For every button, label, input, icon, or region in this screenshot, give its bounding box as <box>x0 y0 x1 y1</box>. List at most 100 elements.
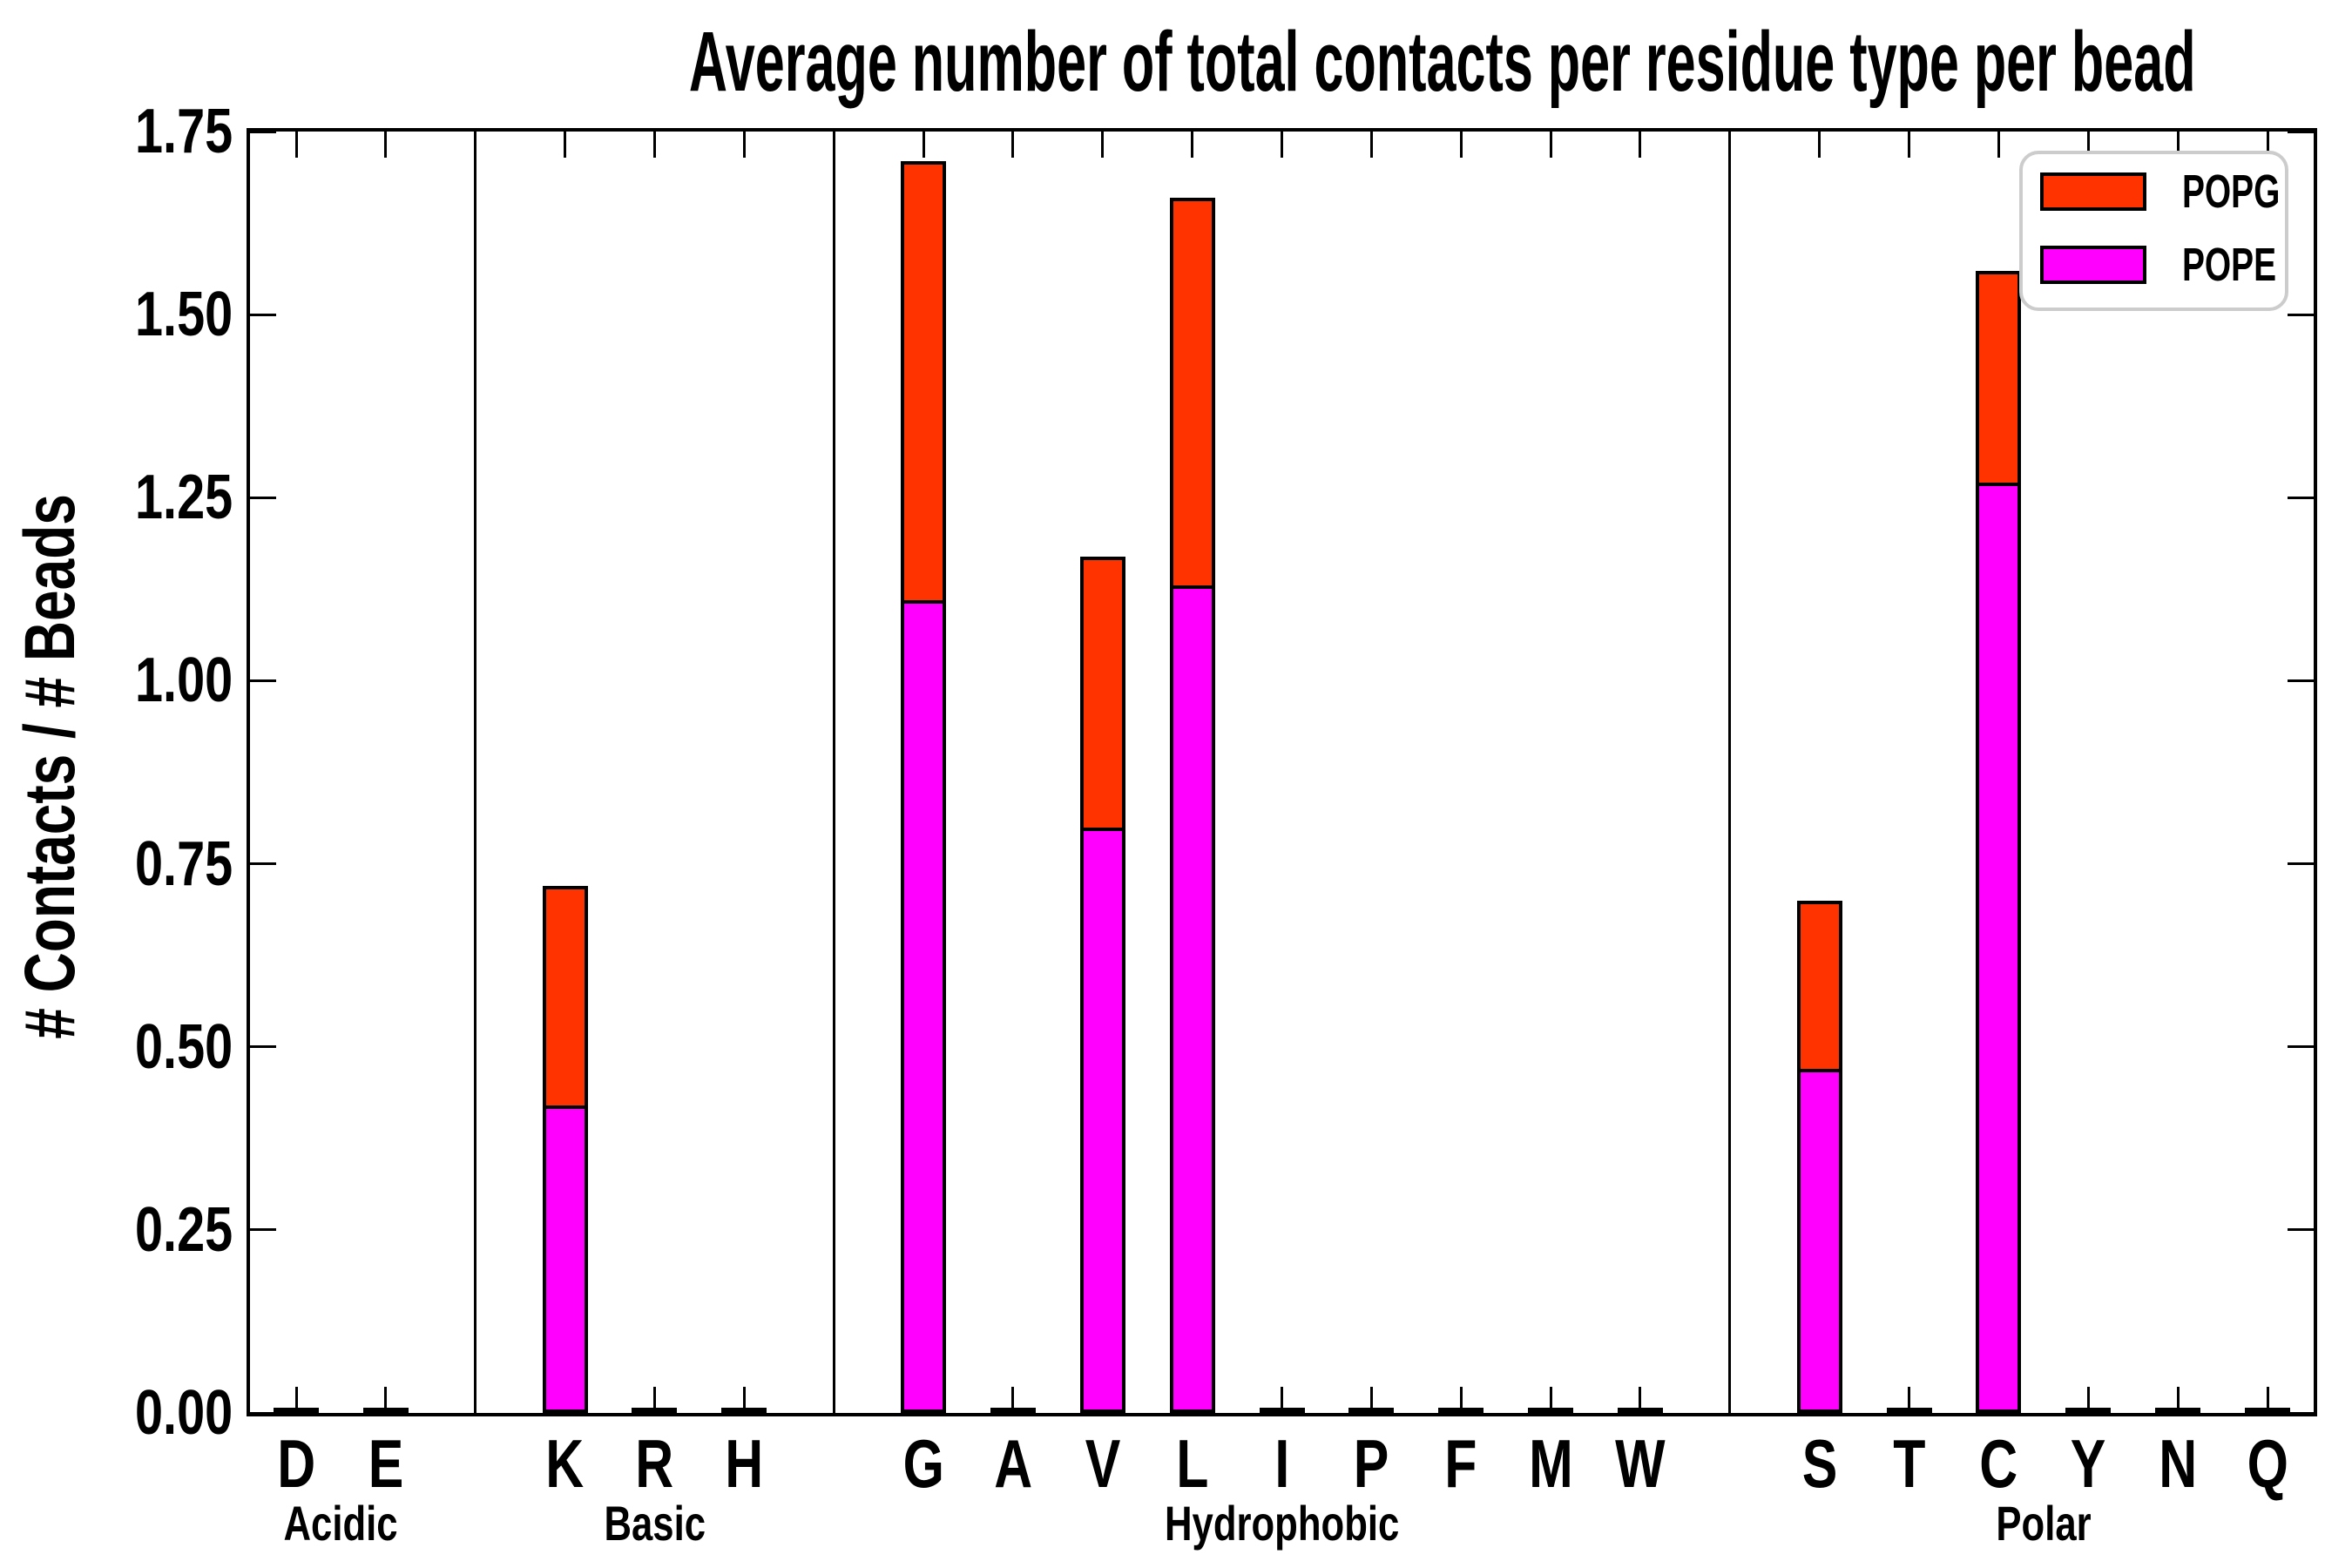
x-tick-label-V: V <box>1085 1425 1121 1502</box>
bar-segment-POPE-G <box>901 599 947 1413</box>
x-axis-tick-top <box>1369 132 1373 158</box>
y-tick-label-0.00: 0.00 <box>134 1378 233 1448</box>
y-axis-tick-right <box>2288 679 2314 682</box>
y-axis-label-text: # Contacts / # Beads <box>10 494 90 1039</box>
bar-segment-POPG-L <box>1169 197 1215 590</box>
x-axis-tick <box>2266 1387 2269 1413</box>
bar-segment-POPG-G <box>901 160 947 604</box>
y-tick-label-1.25: 1.25 <box>134 463 233 533</box>
y-axis-tick <box>250 313 276 316</box>
x-tick-label-Y: Y <box>2070 1425 2106 1502</box>
x-tick-label-N: N <box>2159 1425 2198 1502</box>
group-label-Polar: Polar <box>1996 1496 2092 1551</box>
x-axis-tick-top <box>1011 132 1015 158</box>
x-tick-label-Q: Q <box>2247 1425 2288 1502</box>
x-axis-tick <box>1908 1387 1911 1413</box>
legend: POPG POPE <box>2019 151 2288 311</box>
x-tick-label-P: P <box>1354 1425 1389 1502</box>
x-axis-tick-top <box>294 132 298 158</box>
y-axis-tick-right <box>2288 862 2314 866</box>
bar-near-zero-R <box>632 1408 678 1413</box>
bar-segment-POPE-L <box>1169 585 1215 1413</box>
bar-near-zero-W <box>1617 1408 1663 1413</box>
y-axis-tick <box>250 1228 276 1232</box>
x-axis-tick-top <box>1997 132 2000 158</box>
y-tick-label-0.75: 0.75 <box>134 828 233 899</box>
y-axis-tick-right <box>2288 313 2314 316</box>
x-axis-tick-top <box>1549 132 1552 158</box>
bar-segment-POPG-S <box>1796 900 1842 1072</box>
bar-near-zero-Y <box>2065 1408 2112 1413</box>
bar-near-zero-P <box>1348 1408 1395 1413</box>
x-tick-label-T: T <box>1892 1425 1926 1502</box>
x-tick-label-E: E <box>368 1425 404 1502</box>
chart-title: Average number of total contacts per res… <box>247 14 2317 110</box>
y-axis-tick <box>250 496 276 499</box>
x-axis-tick-top <box>652 132 656 158</box>
y-axis-tick-right <box>2288 496 2314 499</box>
group-separator-line <box>474 132 477 1413</box>
bar-segment-POPG-K <box>542 885 588 1109</box>
x-tick-label-S: S <box>1801 1425 1837 1502</box>
x-tick-label-D: D <box>277 1425 315 1502</box>
x-axis-tick-top <box>922 132 925 158</box>
bar-near-zero-Q <box>2245 1408 2290 1413</box>
x-axis-tick-top <box>1459 132 1463 158</box>
x-axis-tick <box>384 1387 388 1413</box>
x-axis-tick-top <box>384 132 388 158</box>
group-separator-line <box>1728 132 1732 1413</box>
y-axis-tick-right <box>2288 1045 2314 1049</box>
group-label-Basic: Basic <box>604 1496 706 1551</box>
x-axis-tick <box>294 1387 298 1413</box>
y-axis-tick <box>250 1411 276 1415</box>
bar-segment-POPG-V <box>1079 556 1125 831</box>
y-axis-tick <box>250 1045 276 1049</box>
legend-label-POPG: POPG <box>2182 166 2281 218</box>
x-tick-label-C: C <box>1979 1425 2018 1502</box>
bar-near-zero-T <box>1886 1408 1932 1413</box>
x-axis-tick <box>652 1387 656 1413</box>
group-label-Acidic: Acidic <box>283 1496 398 1551</box>
x-axis-tick <box>1281 1387 1283 1413</box>
x-tick-label-G: G <box>902 1425 944 1502</box>
bar-segment-POPE-V <box>1079 827 1125 1413</box>
x-axis-tick <box>1369 1387 1373 1413</box>
y-tick-label-0.50: 0.50 <box>134 1011 233 1082</box>
x-axis-tick-top <box>564 132 567 158</box>
x-axis-tick-top <box>2266 132 2269 158</box>
bar-near-zero-E <box>362 1408 409 1413</box>
bar-near-zero-H <box>721 1408 767 1413</box>
bar-near-zero-M <box>1528 1408 1574 1413</box>
x-axis-tick <box>1639 1387 1642 1413</box>
x-axis-tick-top <box>1281 132 1283 158</box>
x-axis-tick <box>1549 1387 1552 1413</box>
legend-label-POPE: POPE <box>2182 239 2277 291</box>
group-separator-line <box>832 132 835 1413</box>
x-axis-tick-top <box>1818 132 1821 158</box>
x-tick-label-H: H <box>725 1425 764 1502</box>
x-tick-label-L: L <box>1176 1425 1209 1502</box>
bar-near-zero-F <box>1438 1408 1484 1413</box>
x-axis-tick-top <box>1191 132 1194 158</box>
x-tick-label-M: M <box>1528 1425 1573 1502</box>
bar-segment-POPE-C <box>1976 483 2022 1413</box>
chart-title-text: Average number of total contacts per res… <box>688 14 2196 109</box>
x-axis-tick-top <box>2176 132 2180 158</box>
x-tick-label-W: W <box>1615 1425 1666 1502</box>
x-axis-tick-top <box>1639 132 1642 158</box>
bar-near-zero-N <box>2155 1408 2201 1413</box>
x-axis-tick <box>742 1387 746 1413</box>
x-axis-tick-top <box>1101 132 1105 158</box>
y-axis-tick <box>250 862 276 866</box>
y-axis-tick-right <box>2288 130 2314 133</box>
x-axis-tick <box>2176 1387 2180 1413</box>
bar-segment-POPE-K <box>542 1105 588 1413</box>
y-tick-label-1.50: 1.50 <box>134 280 233 350</box>
x-tick-label-A: A <box>993 1425 1032 1502</box>
bar-segment-POPE-S <box>1796 1068 1842 1413</box>
y-axis-tick-right <box>2288 1411 2314 1415</box>
x-axis-tick-top <box>1908 132 1911 158</box>
x-axis-tick-top <box>742 132 746 158</box>
x-axis-tick <box>1459 1387 1463 1413</box>
